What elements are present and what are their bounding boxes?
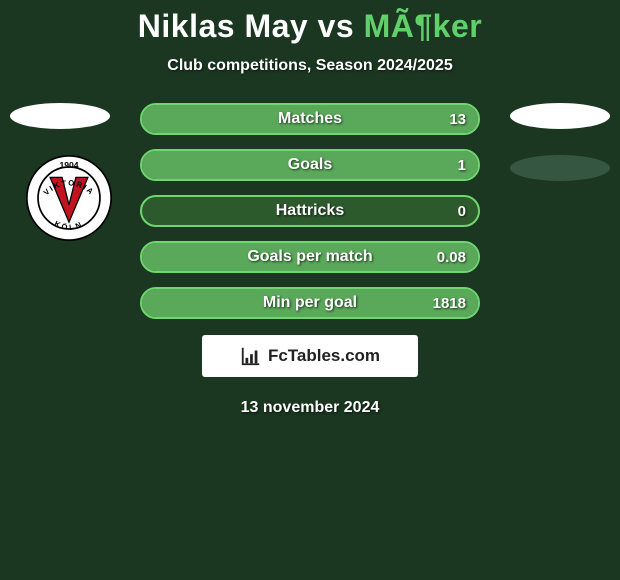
stat-bar-label: Matches [142,105,478,133]
stat-bar-label: Min per goal [142,289,478,317]
date-text: 13 november 2024 [0,399,620,417]
club-badge: 1904 VIKTORIA KÖLN [26,155,112,241]
stat-bar-value: 0.08 [437,243,466,271]
player1-placeholder-ellipse [10,103,110,129]
content-area: 1904 VIKTORIA KÖLN Matches13 Goals1 Hattri… [0,103,620,417]
comparison-title: Niklas May vs MÃ¶ker [0,0,620,45]
viktoria-koln-badge-icon: 1904 VIKTORIA KÖLN [26,155,112,241]
stat-bar: Min per goal1818 [140,287,480,319]
fctables-text: FcTables.com [268,346,380,366]
fctables-logo[interactable]: FcTables.com [202,335,418,377]
stat-bar-label: Hattricks [142,197,478,225]
player2-placeholder-ellipse-2 [510,155,610,181]
stat-bar: Hattricks0 [140,195,480,227]
subtitle: Club competitions, Season 2024/2025 [0,57,620,75]
stat-bar: Matches13 [140,103,480,135]
bar-chart-icon [240,345,262,367]
vs-word: vs [318,8,355,44]
stat-bar: Goals1 [140,149,480,181]
stat-bar: Goals per match0.08 [140,241,480,273]
stat-bar-label: Goals [142,151,478,179]
stat-bar-label: Goals per match [142,243,478,271]
player2-placeholder-ellipse-1 [510,103,610,129]
stat-bar-value: 0 [458,197,466,225]
stat-bar-value: 1 [458,151,466,179]
stat-bar-value: 13 [449,105,466,133]
svg-text:1904: 1904 [59,160,78,170]
stats-bars: Matches13 Goals1 Hattricks0 Goals per match… [140,103,480,319]
player2-name: MÃ¶ker [364,8,483,44]
stat-bar-value: 1818 [433,289,466,317]
player1-name: Niklas May [138,8,308,44]
